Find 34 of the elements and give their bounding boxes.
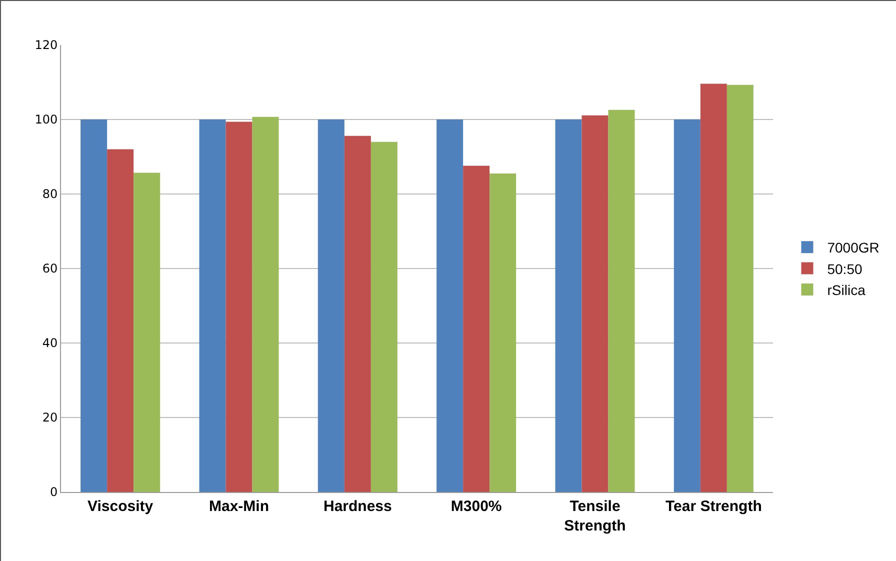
x-tick-label: Tensile Strength xyxy=(564,498,626,534)
y-tick-label: 60 xyxy=(42,262,58,276)
x-tick-label: Viscosity xyxy=(88,498,154,515)
bar xyxy=(555,120,582,492)
bar xyxy=(674,120,700,492)
legend-label: 7000GR xyxy=(827,240,880,256)
bar xyxy=(252,116,279,492)
bar xyxy=(490,174,516,492)
x-tick-label: Hardness xyxy=(323,498,392,515)
y-tick-label: 0 xyxy=(50,485,58,500)
legend-label: rSilica xyxy=(827,282,866,298)
bar xyxy=(608,110,635,492)
bar xyxy=(80,120,108,492)
bar xyxy=(436,120,464,492)
bar xyxy=(199,120,226,492)
x-tick-label: M300% xyxy=(450,498,502,515)
x-tick-label: Max-Min xyxy=(209,498,269,515)
bar xyxy=(726,84,754,492)
x-tick-label: Tear Strength xyxy=(665,498,762,515)
y-tick-label: 120 xyxy=(34,38,58,52)
bar xyxy=(700,84,727,492)
bar xyxy=(107,149,134,492)
y-tick-label: 20 xyxy=(42,410,58,425)
bar xyxy=(370,142,398,492)
bar xyxy=(344,136,371,492)
y-tick-label: 40 xyxy=(42,336,58,350)
legend-label: 50:50 xyxy=(827,260,862,277)
bar xyxy=(463,166,490,492)
bar xyxy=(582,115,608,492)
y-tick-label: 100 xyxy=(34,112,58,127)
bar xyxy=(318,120,344,492)
y-tick-label: 80 xyxy=(42,187,58,202)
bar xyxy=(226,122,252,492)
bar xyxy=(134,172,160,492)
